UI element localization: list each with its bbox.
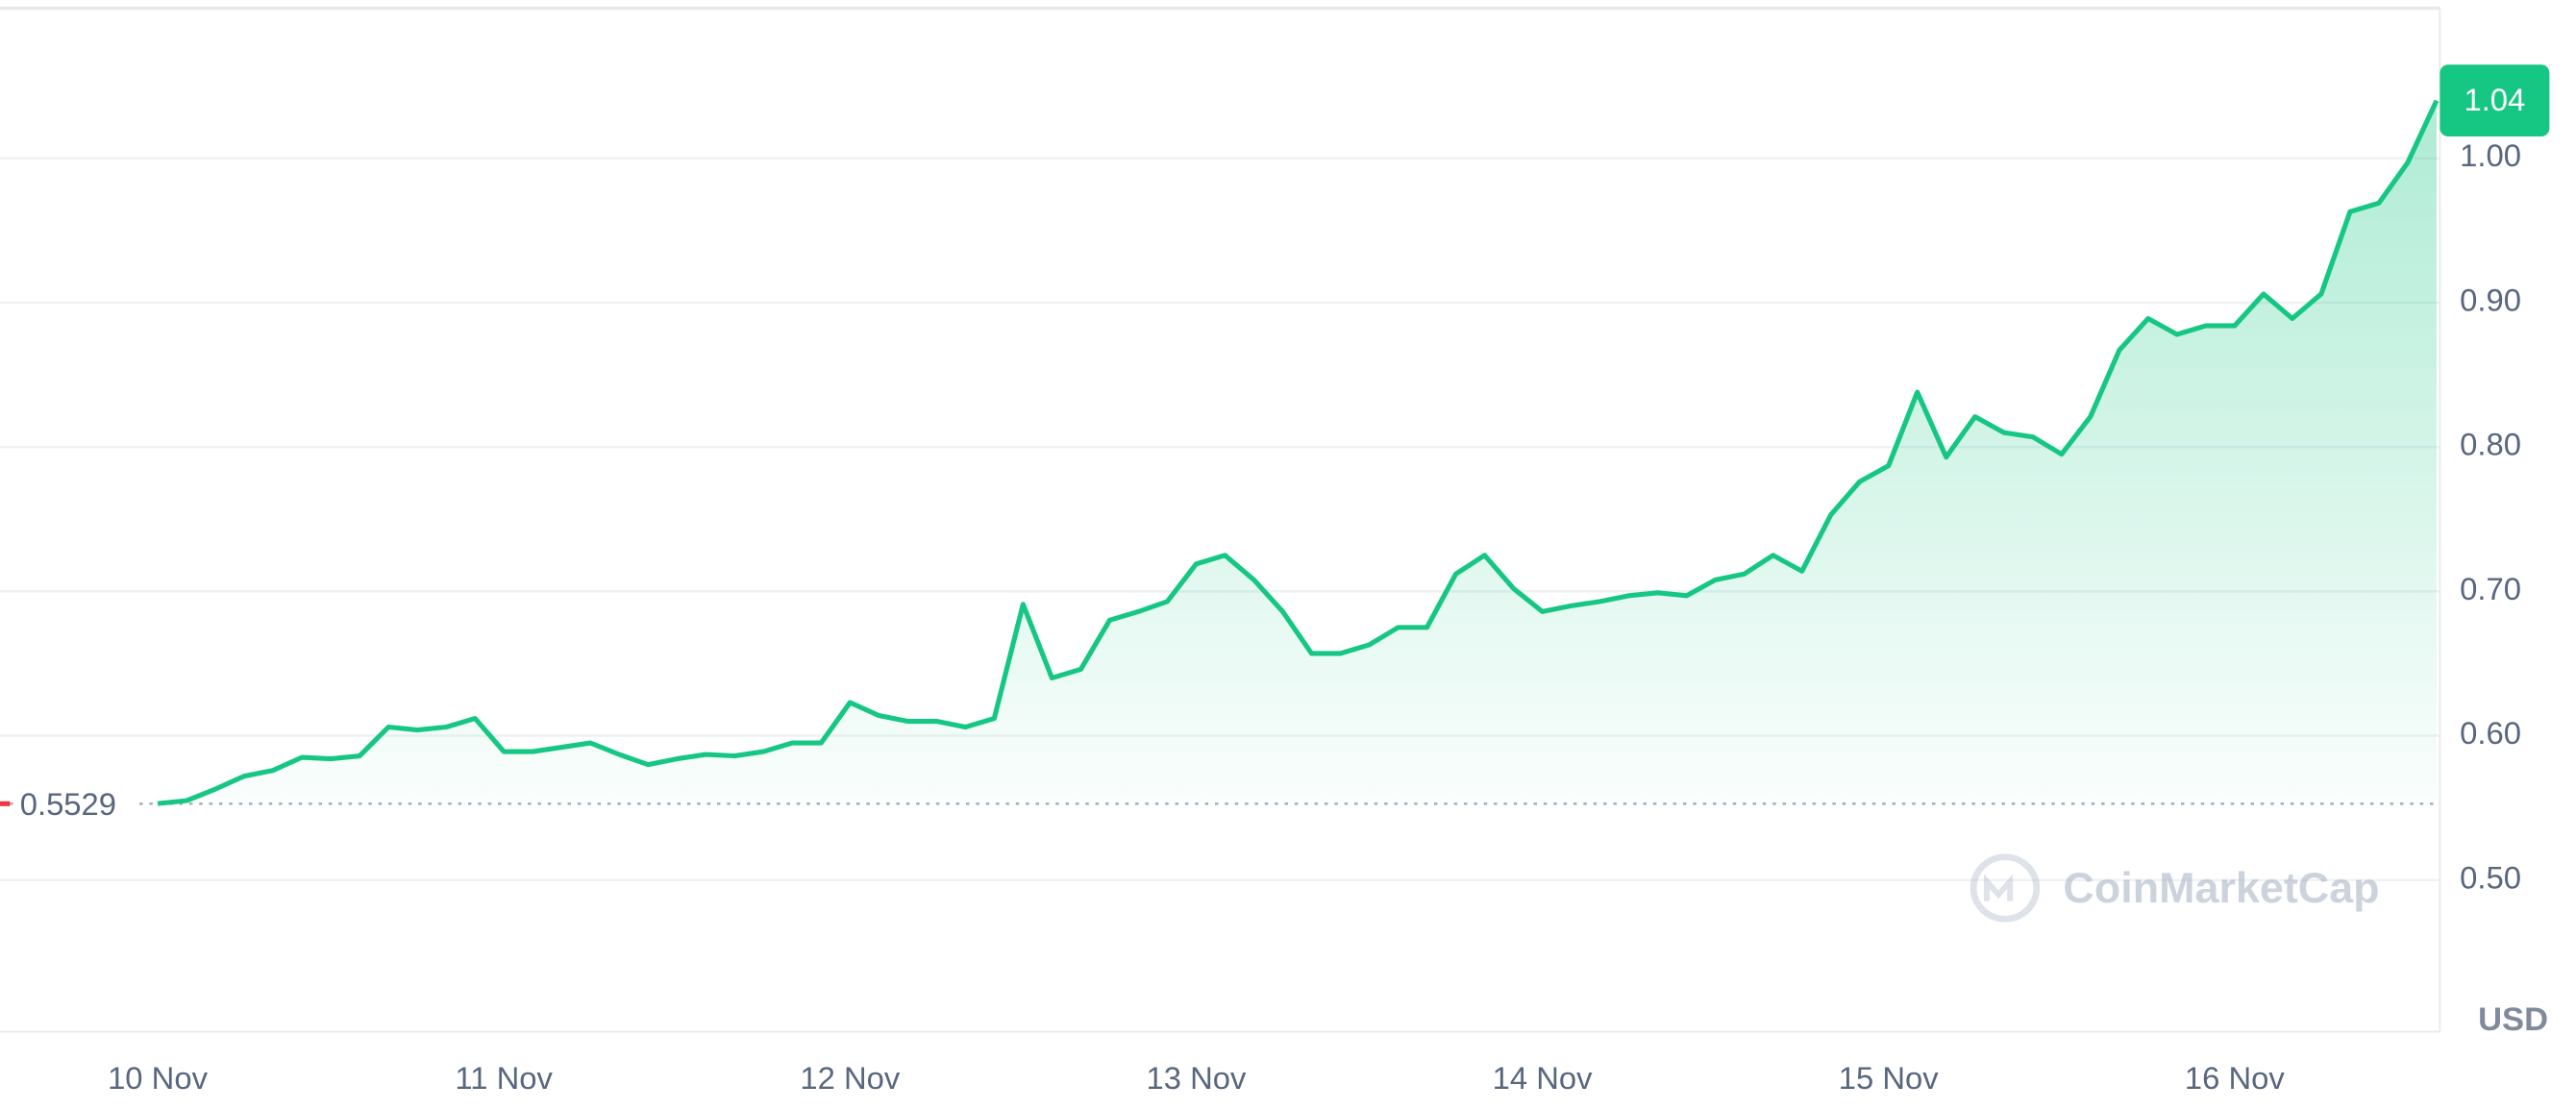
y-tick-label: 0.90 (2460, 284, 2521, 318)
current-price-badge (2440, 64, 2550, 136)
current-price-label: 1.04 (2464, 83, 2525, 117)
x-tick-label: 13 Nov (1146, 1061, 1247, 1096)
x-tick-label: 14 Nov (1493, 1061, 1594, 1096)
x-tick-label: 10 Nov (108, 1061, 209, 1096)
price-line (157, 99, 2440, 806)
price-area (158, 100, 2437, 804)
x-tick-label: 16 Nov (2185, 1061, 2286, 1096)
unit-label: USD (2478, 1001, 2548, 1038)
y-tick-label: 0.80 (2460, 428, 2521, 462)
watermark: CoinMarketCap (2063, 865, 2379, 912)
reference-label: 0.5529 (20, 787, 116, 822)
x-tick-label: 11 Nov (455, 1061, 553, 1096)
x-tick-label: 12 Nov (800, 1061, 901, 1096)
reference-label-bg (12, 783, 136, 824)
y-tick-label: 0.50 (2460, 861, 2521, 896)
y-tick-label: 0.70 (2460, 572, 2521, 606)
watermark-logo (1969, 853, 2041, 923)
y-tick-label: 1.00 (2460, 138, 2521, 173)
x-tick-label: 15 Nov (1839, 1061, 1940, 1096)
y-tick-label: 0.60 (2460, 716, 2521, 751)
